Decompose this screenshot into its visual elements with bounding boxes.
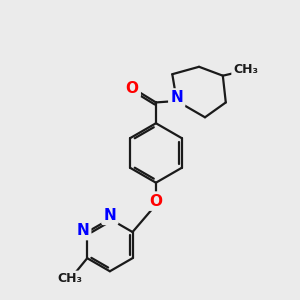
Text: N: N xyxy=(103,208,116,223)
Text: CH₃: CH₃ xyxy=(58,272,83,286)
Text: N: N xyxy=(170,91,183,106)
Text: O: O xyxy=(149,194,162,208)
Text: N: N xyxy=(76,223,89,238)
Text: CH₃: CH₃ xyxy=(233,63,258,76)
Text: O: O xyxy=(126,81,139,96)
